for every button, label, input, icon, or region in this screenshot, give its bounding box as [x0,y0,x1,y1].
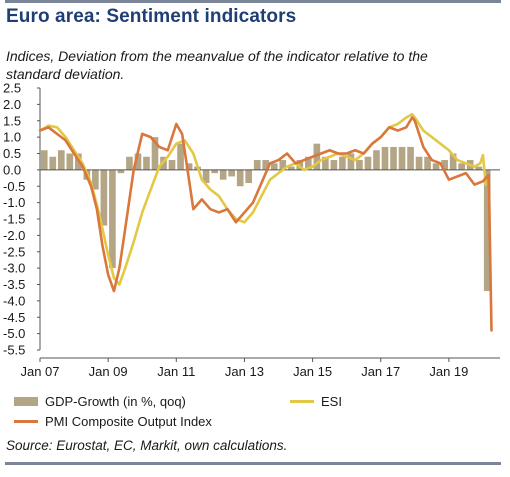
gdp-bar [347,153,355,170]
gdp-bar [168,160,176,170]
gdp-bar [449,153,457,170]
gdp-bar [407,146,414,170]
bottom-rule [5,462,501,465]
gdp-bars [40,137,491,292]
x-tick-label: Jan 11 [157,364,195,379]
gdp-bar [202,169,210,183]
gdp-bar [117,169,125,174]
y-tick-label: 1.5 [3,113,21,128]
gdp-bar [322,156,329,170]
x-tick-label: Jan 07 [20,364,59,379]
gdp-bar [134,153,142,170]
gdp-bar [475,166,483,170]
x-tick-label: Jan 17 [361,364,400,379]
gdp-bar [219,169,227,180]
gdp-bar [432,163,440,170]
y-tick-label: -5.0 [3,326,25,341]
gdp-bar [262,160,270,170]
gdp-bar [92,169,99,190]
gdp-bar [57,150,65,170]
y-tick-label: -2.5 [3,244,25,259]
gdp-bar [253,160,261,170]
gdp-bar [305,156,312,170]
gdp-bar [40,150,48,170]
gdp-bar [441,160,448,170]
gdp-bar [151,137,159,170]
series-lines [38,112,493,332]
y-tick-label: 2.0 [3,97,21,112]
gdp-bar [483,169,491,292]
gdp-bar [373,150,380,170]
gdp-bar [49,156,57,170]
gdp-bar [143,156,150,170]
gdp-bar [270,163,278,170]
chart-title: Euro area: Sentiment indicators [6,6,297,27]
gdp-bar [458,163,465,170]
gdp-bar [415,156,423,170]
pmi-line [38,116,493,332]
gdp-bar [381,146,389,170]
source-note: Source: Eurostat, EC, Markit, own calcul… [6,438,288,453]
chart-subtitle: Indices, Deviation from the meanvalue of… [6,48,428,82]
gdp-bar [279,160,287,170]
gdp-bar [236,169,244,187]
y-tick-label: -3.0 [3,261,25,276]
gdp-bar [364,156,372,170]
gdp-bar [211,169,218,174]
y-tick-label: -0.5 [3,179,25,194]
y-tick-label: -1.0 [3,195,25,210]
x-tick-label: Jan 13 [225,364,264,379]
gdp-bar [66,153,74,170]
x-tick-label: Jan 09 [89,364,128,379]
y-tick-label: -1.5 [3,212,25,227]
y-tick-label: -2.0 [3,228,25,243]
gdp-bar [424,156,431,170]
gdp-bar [100,169,108,226]
gdp-bar [339,156,346,170]
top-rule [5,0,501,3]
y-tick-label: -3.5 [3,277,25,292]
tick-labels: 2.52.01.5 1.00.50.0 -0.5-1.0 -1.5-2.0-2.5 -3… [3,81,468,380]
x-tick-label: Jan 15 [293,364,332,379]
gdp-bar [245,169,253,183]
gdp-bar [177,143,184,170]
y-tick-label: 2.5 [3,81,21,96]
y-tick-label: 1.0 [3,130,21,145]
gdp-bar [228,169,235,177]
x-tick-label: Jan 19 [429,364,468,379]
y-tick-label: -4.0 [3,293,25,308]
gdp-bar [390,146,397,170]
gdp-bar [287,166,295,170]
gdp-bar [109,169,116,269]
gdp-bar [330,160,338,170]
y-tick-label: 0.5 [3,146,21,161]
y-tick-label: 0.0 [3,162,21,177]
y-tick-label: -4.5 [3,310,25,325]
gdp-bar [398,146,406,170]
gdp-bar [126,156,133,170]
gdp-bar [185,163,193,170]
y-tick-label: -5.5 [3,343,25,358]
gdp-bar [313,143,321,170]
gdp-bar [356,160,363,170]
